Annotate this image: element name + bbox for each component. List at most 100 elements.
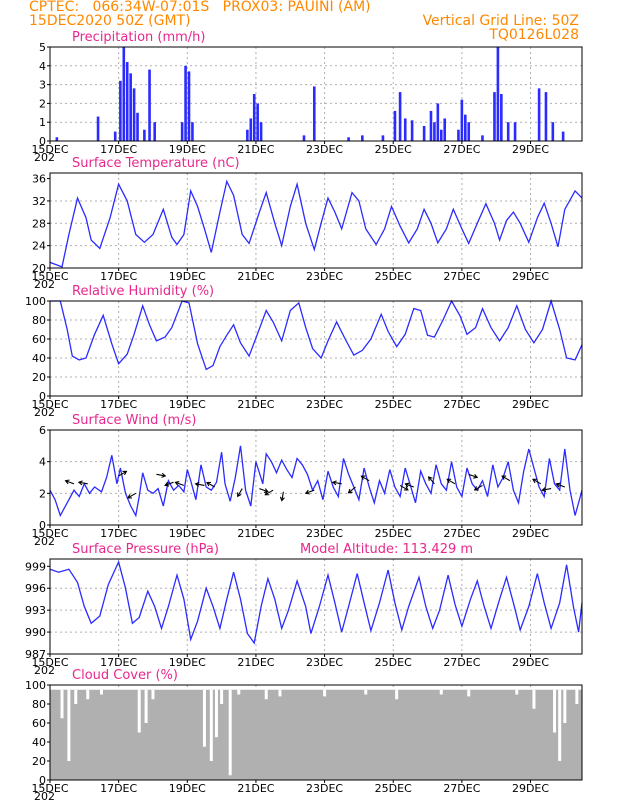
wind-arrow-head — [264, 490, 270, 496]
wind-xtick: 27DEC — [443, 527, 480, 540]
precip-bar — [422, 125, 426, 141]
temp-xtick: 29DEC — [512, 270, 549, 283]
temp-xtick: 19DEC — [169, 270, 206, 283]
rh-ytick: 60 — [32, 333, 46, 346]
precip-xtick: 23DEC — [306, 143, 343, 156]
wind-arrow-head — [404, 482, 410, 488]
rh-ytick: 40 — [32, 352, 46, 365]
cloud-xtick-year: 202 — [34, 790, 55, 800]
pressure-ytick: 996 — [25, 582, 46, 595]
precip-bar — [125, 62, 129, 141]
cloud-gap — [67, 689, 71, 761]
temp-xtick: 17DEC — [100, 270, 137, 283]
precip-ytick: 5 — [39, 41, 46, 54]
precip-bar — [537, 88, 541, 141]
pressure-title: Surface Pressure (hPa) — [72, 542, 219, 557]
precip-bar — [496, 47, 500, 141]
wind-arrow — [281, 491, 284, 501]
cloud-xtick: 25DEC — [375, 782, 412, 795]
precip-bar — [184, 65, 187, 141]
wind-arrow-head — [122, 470, 128, 476]
cloud-xtick: 21DEC — [237, 782, 274, 795]
temp-xtick: 21DEC — [237, 270, 274, 283]
precip-frame — [49, 46, 583, 142]
wind-arrow — [265, 489, 274, 496]
precip-xtick: 19DEC — [169, 143, 206, 156]
wind-ytick: 0 — [39, 519, 46, 532]
wind-arrow — [501, 475, 511, 482]
wind-arrow-head — [161, 472, 167, 478]
wind-arrow — [237, 488, 243, 497]
precip-bar — [493, 92, 496, 141]
wind-arrow — [127, 492, 137, 499]
rh-xtick: 15DEC — [31, 398, 68, 411]
cloud-gap — [264, 689, 268, 700]
wind-arrow — [542, 488, 552, 491]
cloud-gap — [575, 689, 579, 704]
precip-bar — [136, 112, 139, 141]
wind-arrow — [332, 481, 342, 485]
precip-xtick: 29DEC — [512, 143, 549, 156]
cloud-gap — [515, 689, 519, 695]
precip-bar — [544, 92, 548, 141]
wind-arrow-head — [501, 475, 507, 480]
rh-xtick: 27DEC — [443, 398, 480, 411]
cloud-gap — [202, 689, 206, 747]
precip-ytick: 3 — [39, 79, 46, 92]
pressure-xtick: 29DEC — [512, 656, 549, 669]
wind-arrow — [195, 483, 205, 486]
wind-arrow — [405, 483, 415, 488]
precip-bar — [398, 92, 402, 141]
rh-line — [50, 298, 583, 371]
wind-arrow-head — [194, 481, 200, 487]
rh-xtick: 23DEC — [306, 398, 343, 411]
wind-arrow-head — [237, 492, 242, 498]
wind-arrow-head — [360, 475, 366, 480]
wind-xtick: 15DEC — [31, 527, 68, 540]
precip-bar — [122, 47, 126, 141]
wind-xtick: 21DEC — [237, 527, 274, 540]
cloud-gap — [467, 689, 471, 697]
precip-bar — [96, 116, 100, 141]
wind-arrow — [446, 478, 456, 485]
rh-xtick-year: 202 — [34, 406, 55, 419]
temp-line — [49, 179, 583, 268]
precip-bar — [256, 103, 259, 141]
precip-bar — [429, 110, 433, 141]
precip-xtick: 15DEC — [31, 143, 68, 156]
pressure-frame — [49, 558, 583, 655]
pressure-ytick: 990 — [25, 626, 46, 639]
rh-xtick: 19DEC — [169, 398, 206, 411]
temp-xtick: 27DEC — [443, 270, 480, 283]
precip-bar — [551, 122, 555, 141]
cloud-gap — [323, 689, 327, 697]
precip-bar — [180, 122, 184, 141]
cloud-gap — [74, 689, 78, 704]
wind-arrow-head — [473, 486, 479, 491]
precip-bar — [506, 122, 510, 141]
cloud-xtick: 23DEC — [306, 782, 343, 795]
wind-ytick: 2 — [39, 487, 46, 500]
wind-arrow — [399, 484, 409, 491]
cloud-xtick: 17DEC — [100, 782, 137, 795]
precip-bar — [433, 122, 436, 141]
wind-arrow-head — [473, 473, 479, 479]
wind-arrow-head — [331, 480, 337, 486]
precip-ytick: 4 — [39, 60, 46, 73]
cloud-gap — [532, 689, 536, 709]
wind-xtick: 25DEC — [375, 527, 412, 540]
precip-bar — [410, 120, 414, 141]
precip-bar — [500, 94, 503, 141]
rh-ytick: 80 — [32, 314, 46, 327]
precip-bar — [443, 118, 447, 141]
precip-bar — [361, 135, 364, 141]
wind-arrow-head — [347, 488, 353, 494]
pressure-xtick: 21DEC — [237, 656, 274, 669]
wind-arrow — [428, 476, 435, 485]
precip-bar — [436, 103, 440, 141]
cloud-gap — [214, 689, 218, 738]
wind-arrow — [532, 478, 542, 485]
cloud-gap — [395, 689, 399, 700]
temp-xtick: 23DEC — [306, 270, 343, 283]
temp-ytick: 36 — [32, 173, 46, 186]
